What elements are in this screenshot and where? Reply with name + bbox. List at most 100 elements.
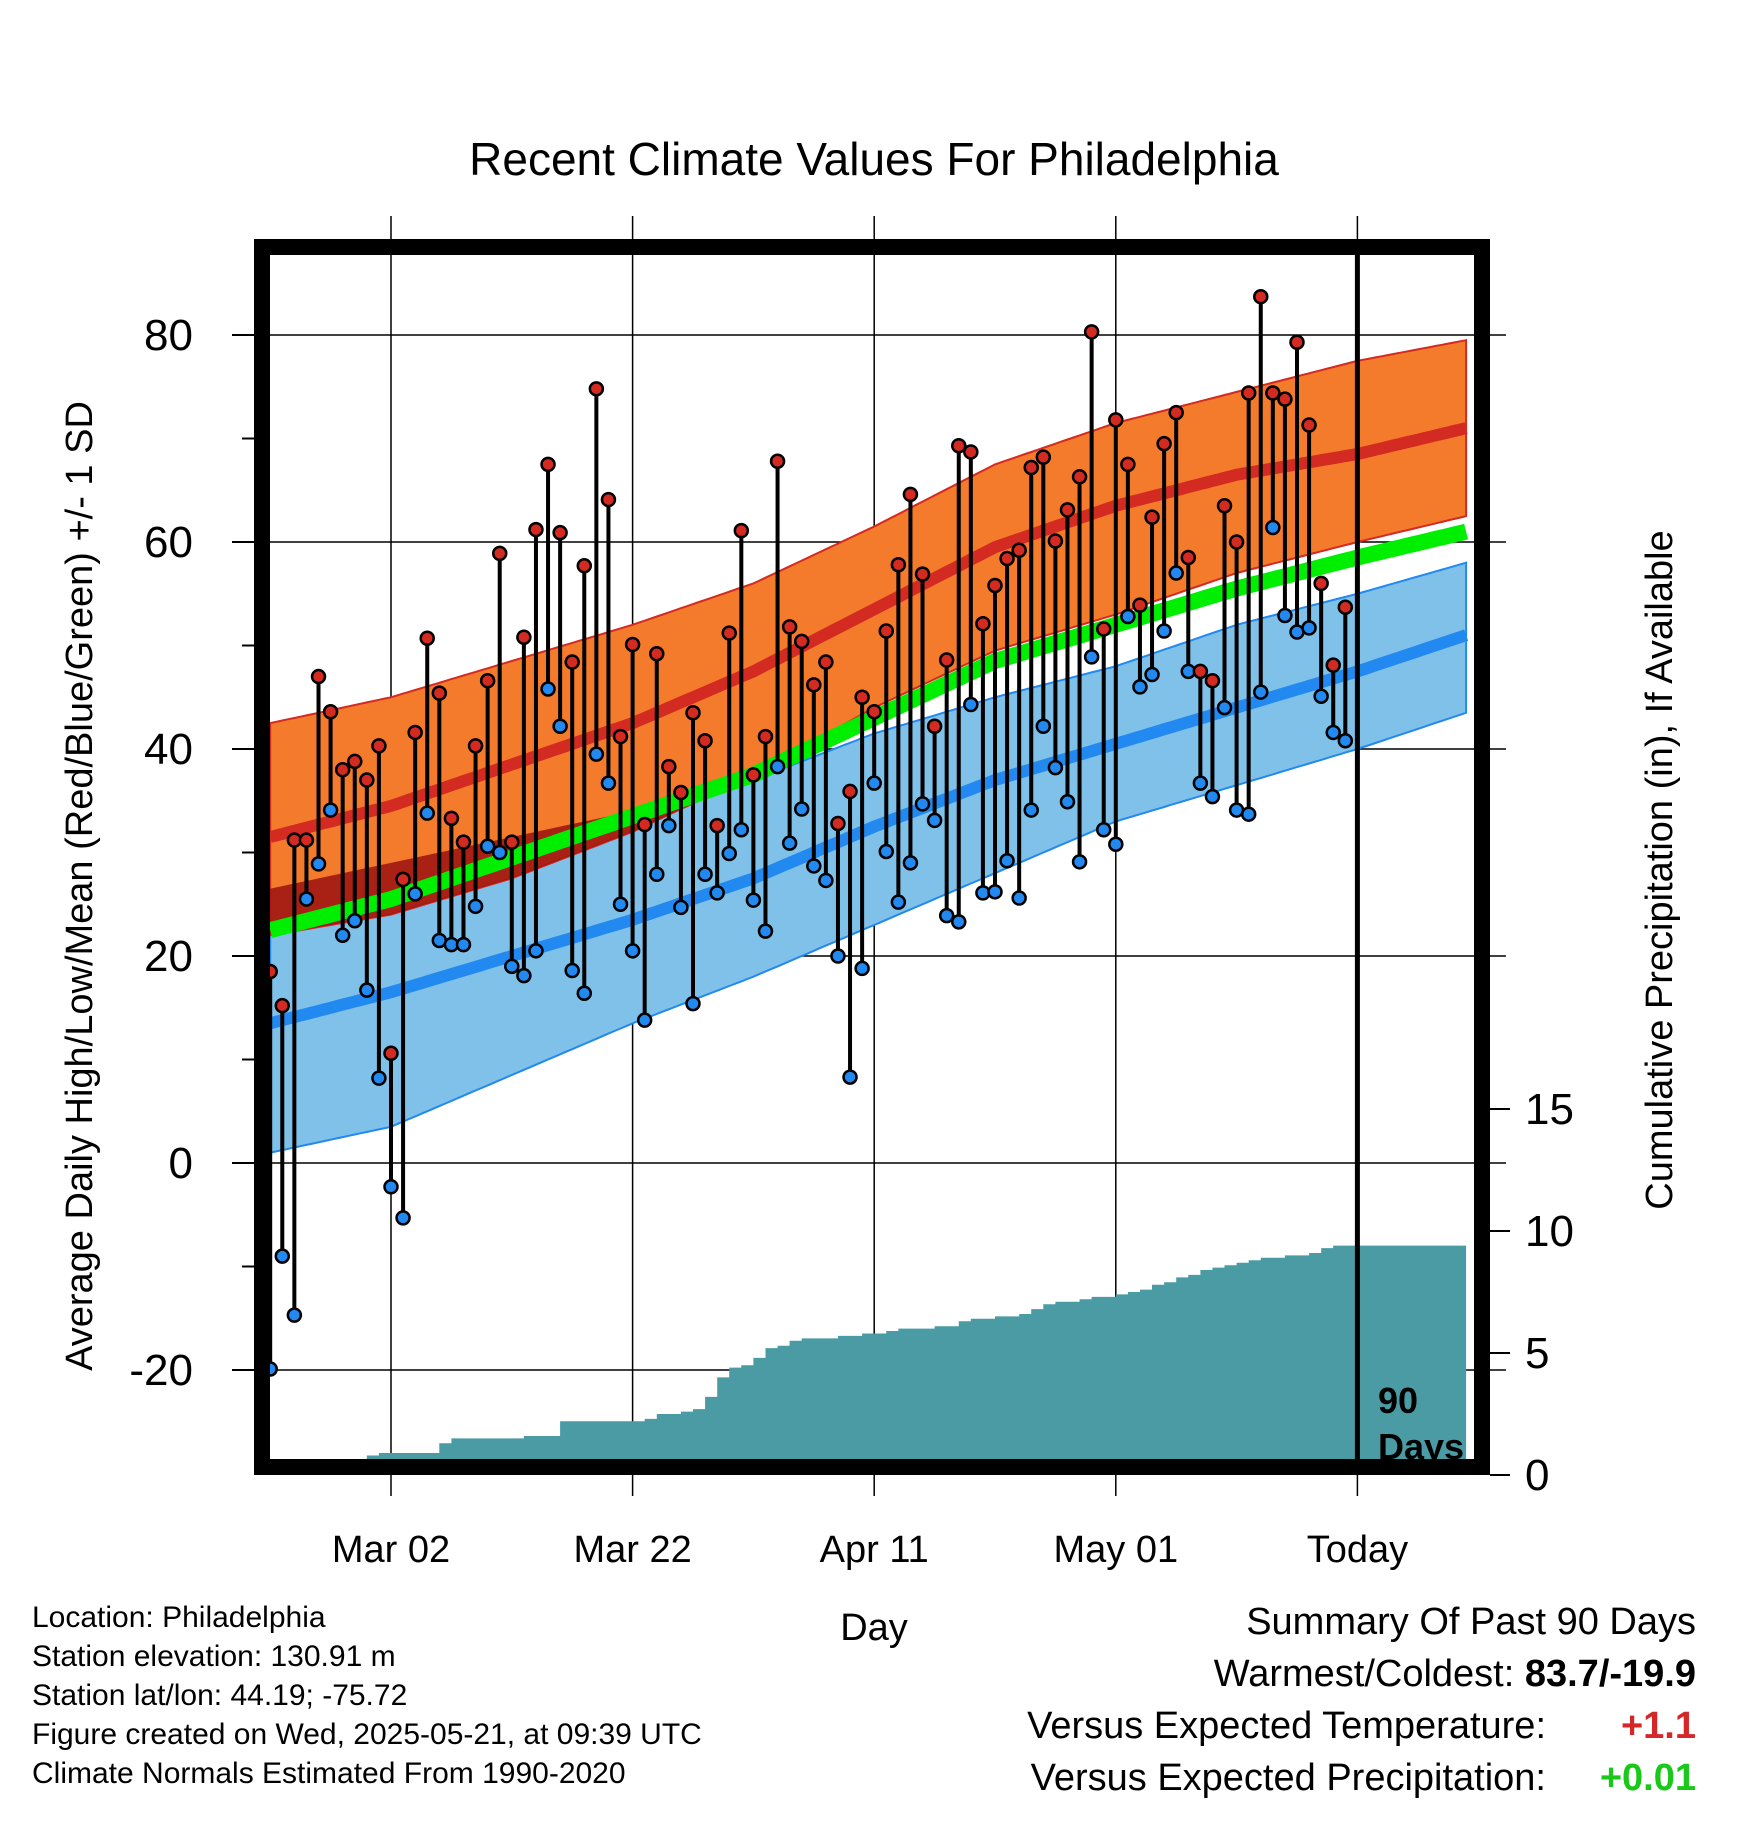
today-box-label-line1: 90: [1378, 1380, 1418, 1421]
daily-high-point: [274, 997, 291, 1014]
daily-high-point: [1059, 502, 1076, 518]
daily-high-point: [1095, 621, 1112, 637]
summary-heading: Summary Of Past 90 Days: [1246, 1601, 1696, 1643]
high-normal-line: [268, 422, 1468, 843]
daily-low-point: [733, 821, 750, 838]
daily-high-point: [866, 703, 882, 720]
daily-high-point: [769, 453, 786, 470]
daily-low-point: [745, 892, 762, 908]
y-tick-label-right: 0: [1525, 1451, 1549, 1500]
daily-low-point: [286, 1307, 303, 1323]
daily-high-point: [854, 689, 870, 705]
daily-low-point: [854, 960, 870, 977]
daily-high-point: [600, 491, 617, 508]
chart-title: Recent Climate Values For Philadelphia: [469, 133, 1279, 185]
temp-value: +1.1: [1620, 1705, 1696, 1747]
daily-low-point: [781, 835, 798, 851]
daily-low-point: [926, 812, 943, 829]
warm-cold-label: Warmest/Coldest:: [1213, 1653, 1515, 1695]
daily-low-point: [624, 943, 641, 959]
y-tick-label-left: -20: [129, 1346, 193, 1395]
daily-low-point: [999, 853, 1015, 869]
daily-low-point: [1023, 802, 1039, 818]
daily-low-point: [491, 844, 508, 861]
daily-low-point: [1192, 775, 1209, 791]
daily-low-point: [1216, 699, 1233, 716]
daily-high-point: [1216, 498, 1233, 514]
daily-low-point: [878, 843, 895, 860]
daily-high-point: [359, 772, 375, 788]
daily-low-point: [1083, 649, 1100, 665]
daily-low-point: [359, 982, 375, 998]
daily-low-point: [564, 962, 580, 979]
daily-high-point: [1047, 533, 1064, 549]
daily-high-point: [914, 566, 931, 582]
daily-low-point: [479, 838, 496, 855]
y-tick-label-left: 60: [144, 518, 193, 567]
daily-low-point: [371, 1070, 387, 1086]
summary-warm-cold: Warmest/Coldest: 83.7/-19.9: [1027, 1648, 1696, 1700]
daily-high-point: [334, 761, 351, 778]
daily-low-point: [673, 899, 689, 916]
daily-high-point: [371, 738, 387, 754]
summary-temp: Versus Expected Temperature: +1.1: [1027, 1700, 1696, 1752]
daily-high-point: [540, 456, 556, 473]
daily-low-point: [793, 801, 810, 817]
daily-low-point: [636, 1012, 653, 1028]
daily-low-point: [322, 802, 339, 818]
daily-high-point: [721, 625, 737, 641]
y-tick-label-right: 5: [1525, 1329, 1549, 1378]
daily-low-point: [709, 885, 725, 901]
info-created: Figure created on Wed, 2025-05-21, at 09…: [32, 1718, 702, 1751]
daily-high-point: [999, 550, 1015, 567]
plot-area: -20 0 20 40 60 80 0 5 10 15 Mar 02 Mar 22 Apr 11 May …: [129, 216, 1574, 1571]
daily-high-point: [1337, 599, 1354, 615]
daily-high-point: [781, 619, 798, 635]
daily-high-point: [890, 557, 907, 573]
daily-low-point: [1144, 666, 1160, 683]
daily-high-point: [661, 758, 677, 775]
daily-low-point: [1168, 565, 1184, 581]
daily-high-point: [1144, 509, 1160, 525]
daily-low-point: [866, 775, 882, 791]
daily-high-point: [310, 668, 327, 685]
daily-high-point: [830, 815, 846, 832]
daily-high-point: [709, 817, 725, 834]
daily-low-point: [1059, 794, 1076, 810]
daily-low-point: [540, 681, 556, 697]
daily-high-point: [624, 636, 641, 653]
daily-high-point: [745, 767, 762, 783]
daily-high-point: [1023, 459, 1039, 476]
daily-high-point: [1325, 657, 1341, 673]
x-tick-label: Today: [1307, 1529, 1408, 1571]
daily-low-point: [274, 1248, 291, 1264]
daily-high-point: [1156, 435, 1172, 452]
daily-low-point: [1301, 620, 1317, 636]
daily-high-point: [673, 784, 689, 801]
daily-high-point: [491, 545, 508, 562]
daily-high-point: [733, 522, 750, 539]
daily-high-point: [938, 652, 955, 668]
daily-high-point: [431, 685, 448, 701]
daily-low-point: [455, 936, 472, 953]
y-tick-label-left: 80: [144, 311, 193, 360]
info-location: Location: Philadelphia: [32, 1601, 326, 1634]
daily-low-point: [1156, 623, 1172, 639]
daily-high-point: [419, 630, 435, 647]
daily-high-point: [1035, 449, 1052, 465]
daily-high-point: [1108, 412, 1124, 428]
daily-low-point: [963, 696, 979, 713]
y-tick-label-right: 15: [1525, 1085, 1574, 1134]
x-axis-label: Day: [840, 1607, 908, 1649]
daily-high-point: [395, 871, 411, 888]
daily-low-point: [600, 775, 617, 791]
daily-high-point: [564, 654, 580, 670]
daily-high-point: [1132, 597, 1148, 613]
daily-high-point: [1192, 663, 1209, 680]
daily-low-point: [902, 855, 919, 871]
daily-high-point: [806, 677, 822, 693]
y-tick-label-left: 20: [144, 932, 193, 981]
daily-low-point: [504, 958, 520, 975]
precip-label: Versus Expected Precipitation:: [1030, 1757, 1546, 1799]
daily-high-point: [1253, 288, 1269, 305]
